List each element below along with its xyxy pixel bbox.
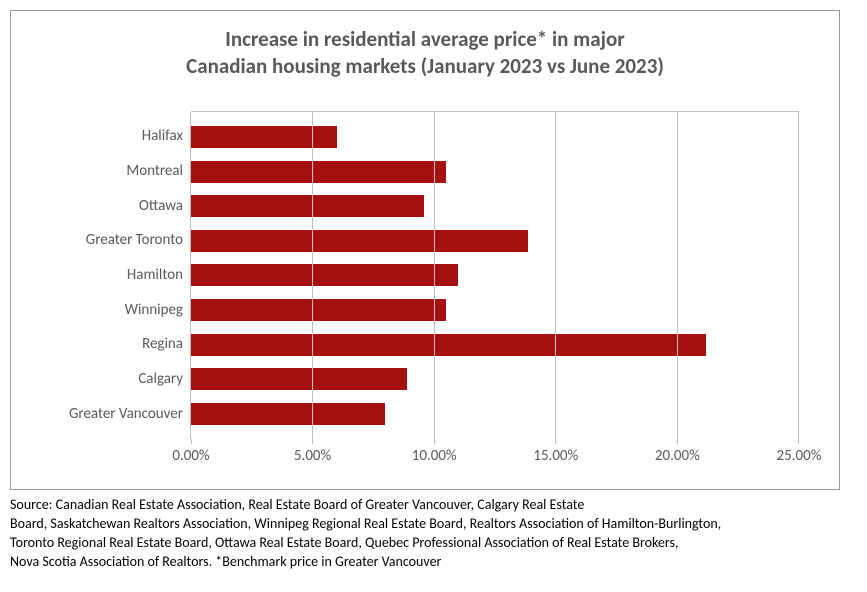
gridline xyxy=(798,112,799,439)
y-axis-label: Ottawa xyxy=(11,195,183,217)
y-axis-label: Montreal xyxy=(11,160,183,182)
x-axis-label: 15.00% xyxy=(533,447,578,465)
gridline xyxy=(677,112,678,439)
bar xyxy=(191,368,407,390)
bar-row xyxy=(191,126,798,148)
bar xyxy=(191,334,706,356)
x-axis-label: 20.00% xyxy=(655,447,700,465)
y-axis-label: Regina xyxy=(11,333,183,355)
source-line-1: Source: Canadian Real Estate Association… xyxy=(10,496,584,513)
bar-row xyxy=(191,299,798,321)
bar-row xyxy=(191,195,798,217)
chart-container: Increase in residential average price* i… xyxy=(10,10,840,490)
x-axis-label: 5.00% xyxy=(294,447,331,465)
x-axis-label: 10.00% xyxy=(412,447,457,465)
x-axis-label: 0.00% xyxy=(172,447,209,465)
y-axis-label: Calgary xyxy=(11,368,183,390)
title-line-1: Increase in residential average price* i… xyxy=(225,26,625,52)
plot-area xyxy=(191,111,799,439)
x-axis-labels: 0.00%5.00%10.00%15.00%20.00%25.00% xyxy=(191,447,799,469)
x-tick xyxy=(677,439,678,444)
bar xyxy=(191,126,337,148)
y-axis-label: Winnipeg xyxy=(11,299,183,321)
source-line-3: Toronto Regional Real Estate Board, Otta… xyxy=(10,534,678,551)
gridline xyxy=(312,112,313,439)
bar-row xyxy=(191,161,798,183)
bar-row xyxy=(191,230,798,252)
bar-row xyxy=(191,334,798,356)
x-tick xyxy=(312,439,313,444)
y-axis-label: Halifax xyxy=(11,125,183,147)
x-tick xyxy=(798,439,799,444)
gridline xyxy=(434,112,435,439)
bars-container xyxy=(191,112,798,439)
y-axis-labels: Halifax Montreal Ottawa Greater Toronto Hami… xyxy=(11,111,183,439)
y-axis-label: Greater Toronto xyxy=(11,229,183,251)
y-axis-label: Hamilton xyxy=(11,264,183,286)
source-note: Source: Canadian Real Estate Association… xyxy=(10,496,847,572)
bar-row xyxy=(191,368,798,390)
source-line-4: Nova Scotia Association of Realtors. *Be… xyxy=(10,553,441,570)
title-line-2: Canadian housing markets (January 2023 v… xyxy=(186,53,664,79)
bar xyxy=(191,161,446,183)
bar xyxy=(191,299,446,321)
x-axis-label: 25.00% xyxy=(777,447,822,465)
y-axis-label: Greater Vancouver xyxy=(11,403,183,425)
bar xyxy=(191,230,528,252)
bar-row xyxy=(191,264,798,286)
bar-row xyxy=(191,403,798,425)
bar xyxy=(191,195,424,217)
bar xyxy=(191,264,458,286)
bar xyxy=(191,403,385,425)
source-line-2: Board, Saskatchewan Realtors Association… xyxy=(10,515,721,532)
chart-title: Increase in residential average price* i… xyxy=(41,26,809,81)
x-tick xyxy=(555,439,556,444)
x-tick xyxy=(434,439,435,444)
x-tick xyxy=(191,439,192,444)
gridline xyxy=(555,112,556,439)
